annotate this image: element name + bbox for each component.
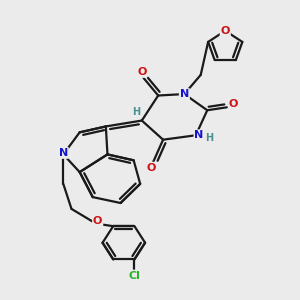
Text: O: O	[137, 67, 146, 77]
Text: H: H	[206, 133, 214, 143]
Text: N: N	[194, 130, 204, 140]
Text: O: O	[147, 163, 156, 173]
Text: Cl: Cl	[128, 271, 140, 281]
Text: N: N	[59, 148, 68, 158]
Text: H: H	[132, 107, 140, 117]
Text: N: N	[180, 89, 189, 99]
Text: O: O	[229, 99, 238, 110]
Text: O: O	[93, 216, 102, 226]
Text: O: O	[220, 26, 230, 36]
